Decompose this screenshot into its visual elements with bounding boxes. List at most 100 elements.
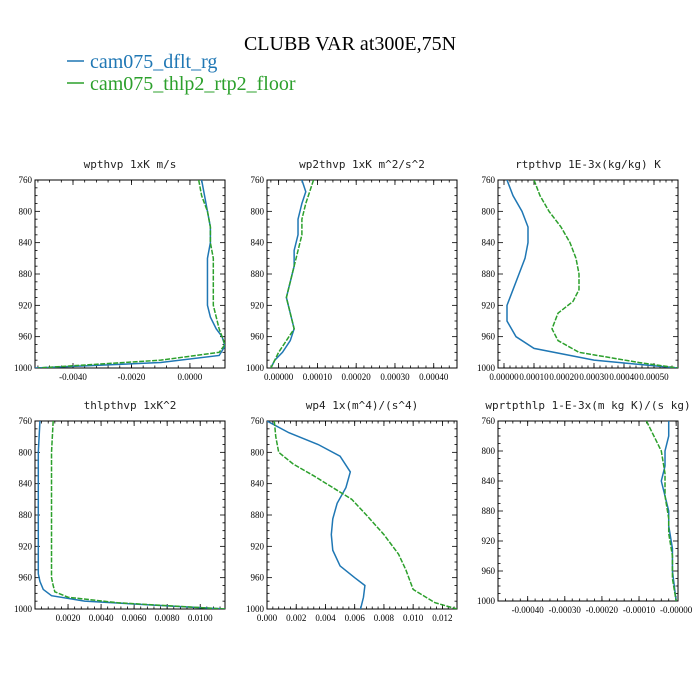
x-tick-label: -0.0020	[118, 372, 146, 382]
x-tick-label: 0.010	[403, 613, 424, 623]
panel-3: rtpthvp 1E-3x(kg/kg) K 760 800 840 880 920 960…	[477, 158, 679, 382]
y-tick-label: 920	[251, 300, 265, 310]
y-tick-label: 760	[251, 175, 265, 185]
y-tick-label: 840	[251, 479, 265, 489]
plot-frame	[497, 179, 679, 369]
plot-frame	[34, 420, 226, 610]
x-tick-label: 0.006	[345, 613, 366, 623]
y-tick-label: 800	[19, 447, 33, 457]
y-tick-label: 840	[482, 476, 496, 486]
y-tick-label: 880	[19, 510, 33, 520]
y-tick-label: 880	[251, 510, 265, 520]
series-line-cam075-dflt-rg	[267, 421, 366, 609]
x-tick-label: 0.00020	[342, 372, 372, 382]
x-tick-label: -0.00040	[512, 605, 545, 615]
panel-4: thlpthvp 1xK^2 760 800 840 880 920 960 1000 0.00…	[14, 399, 226, 623]
y-tick-label: 920	[19, 541, 33, 551]
x-tick-label: 0.00030	[380, 372, 410, 382]
legend-label-cam075-dflt-rg: cam075_dflt_rg	[90, 51, 217, 73]
x-tick-label: 0.00050	[639, 372, 669, 382]
x-tick-label: 0.0080	[155, 613, 180, 623]
plot-frame	[266, 420, 458, 610]
y-tick-label: 960	[19, 573, 33, 583]
y-tick-label: 800	[482, 446, 496, 456]
y-tick-label: 960	[251, 332, 265, 342]
series-line-cam075-thlp2-rtp2-floor	[37, 180, 225, 368]
x-tick-label: -0.00000	[660, 605, 693, 615]
x-tick-label: 0.012	[432, 613, 452, 623]
y-tick-label: 880	[251, 269, 265, 279]
legend-label-cam075-thlp2-rtp2-floor: cam075_thlp2_rtp2_floor	[90, 73, 296, 95]
x-tick-label: 0.002	[286, 613, 306, 623]
series-line-cam075-thlp2-rtp2-floor	[645, 421, 677, 601]
y-tick-label: 1000	[246, 604, 265, 614]
x-tick-label: 0.00040	[609, 372, 639, 382]
y-tick-label: 920	[482, 300, 496, 310]
panel-title: rtpthvp 1E-3x(kg/kg) K	[515, 158, 661, 171]
y-tick-label: 960	[19, 332, 33, 342]
panel-6: wprtpthlp 1-E-3x(m kg K)/(s kg) 760 800 840…	[477, 399, 693, 615]
panel-title: wpthvp 1xK m/s	[84, 158, 177, 171]
x-tick-label: -0.00030	[549, 605, 582, 615]
x-tick-label: -0.00010	[623, 605, 656, 615]
series-line-cam075-dflt-rg	[37, 421, 225, 609]
series-line-cam075-thlp2-rtp2-floor	[533, 180, 678, 368]
panel-5: wp4 1x(m^4)/(s^4) 760 800 840 880 920 960 1000 0…	[246, 399, 458, 623]
y-tick-label: 920	[482, 536, 496, 546]
panel-grid: wpthvp 1xK m/s 760 800 840 880 920 960 1000 -0.0…	[14, 158, 693, 623]
y-tick-label: 1000	[14, 604, 33, 614]
x-tick-label: 0.008	[374, 613, 395, 623]
plot-frame	[497, 420, 679, 602]
series-line-cam075-thlp2-rtp2-floor	[50, 421, 225, 609]
y-tick-label: 960	[482, 566, 496, 576]
series-line-cam075-dflt-rg	[506, 180, 678, 368]
y-tick-label: 840	[482, 238, 496, 248]
legend: cam075_dflt_rg cam075_thlp2_rtp2_floor	[67, 51, 296, 95]
y-tick-label: 1000	[246, 363, 265, 373]
y-tick-label: 760	[482, 416, 496, 426]
x-tick-label: 0.0000	[178, 372, 203, 382]
figure-title: CLUBB VAR at300E,75N	[244, 33, 456, 55]
y-tick-label: 920	[251, 541, 265, 551]
x-tick-label: 0.00040	[419, 372, 449, 382]
plot-frame	[34, 179, 226, 369]
y-tick-label: 1000	[14, 363, 33, 373]
y-tick-label: 840	[19, 238, 33, 248]
x-tick-label: 0.00000	[264, 372, 294, 382]
y-tick-label: 760	[251, 416, 265, 426]
x-tick-label: -0.0040	[59, 372, 87, 382]
panel-title: thlpthvp 1xK^2	[84, 399, 177, 412]
panel-1: wpthvp 1xK m/s 760 800 840 880 920 960 1000 -0.0…	[14, 158, 226, 382]
y-tick-label: 800	[19, 206, 33, 216]
x-tick-label: 0.00010	[519, 372, 549, 382]
series-line-cam075-thlp2-rtp2-floor	[273, 421, 457, 609]
x-tick-label: 0.004	[315, 613, 336, 623]
y-tick-label: 880	[482, 506, 496, 516]
y-tick-label: 960	[251, 573, 265, 583]
series-line-cam075-thlp2-rtp2-floor	[270, 180, 315, 368]
series-line-cam075-dflt-rg	[35, 180, 225, 368]
y-tick-label: 1000	[477, 596, 496, 606]
x-tick-label: 0.0100	[188, 613, 213, 623]
x-tick-label: 0.0060	[122, 613, 147, 623]
y-tick-label: 760	[482, 175, 496, 185]
x-tick-label: 0.00030	[579, 372, 609, 382]
x-tick-label: 0.00010	[303, 372, 333, 382]
y-tick-label: 760	[19, 416, 33, 426]
panel-title: wp4 1x(m^4)/(s^4)	[306, 399, 419, 412]
plot-frame	[266, 179, 458, 369]
y-tick-label: 800	[251, 447, 265, 457]
y-tick-label: 840	[19, 479, 33, 489]
panel-2: wp2thvp 1xK m^2/s^2 760 800 840 880 920 960 100…	[246, 158, 458, 382]
y-tick-label: 800	[251, 206, 265, 216]
y-tick-label: 800	[482, 206, 496, 216]
y-tick-label: 760	[19, 175, 33, 185]
y-tick-label: 920	[19, 300, 33, 310]
y-tick-label: 840	[251, 238, 265, 248]
x-tick-label: -0.00020	[586, 605, 619, 615]
y-tick-label: 880	[19, 269, 33, 279]
x-tick-label: 0.00000	[489, 372, 519, 382]
y-tick-label: 880	[482, 269, 496, 279]
y-tick-label: 1000	[477, 363, 496, 373]
